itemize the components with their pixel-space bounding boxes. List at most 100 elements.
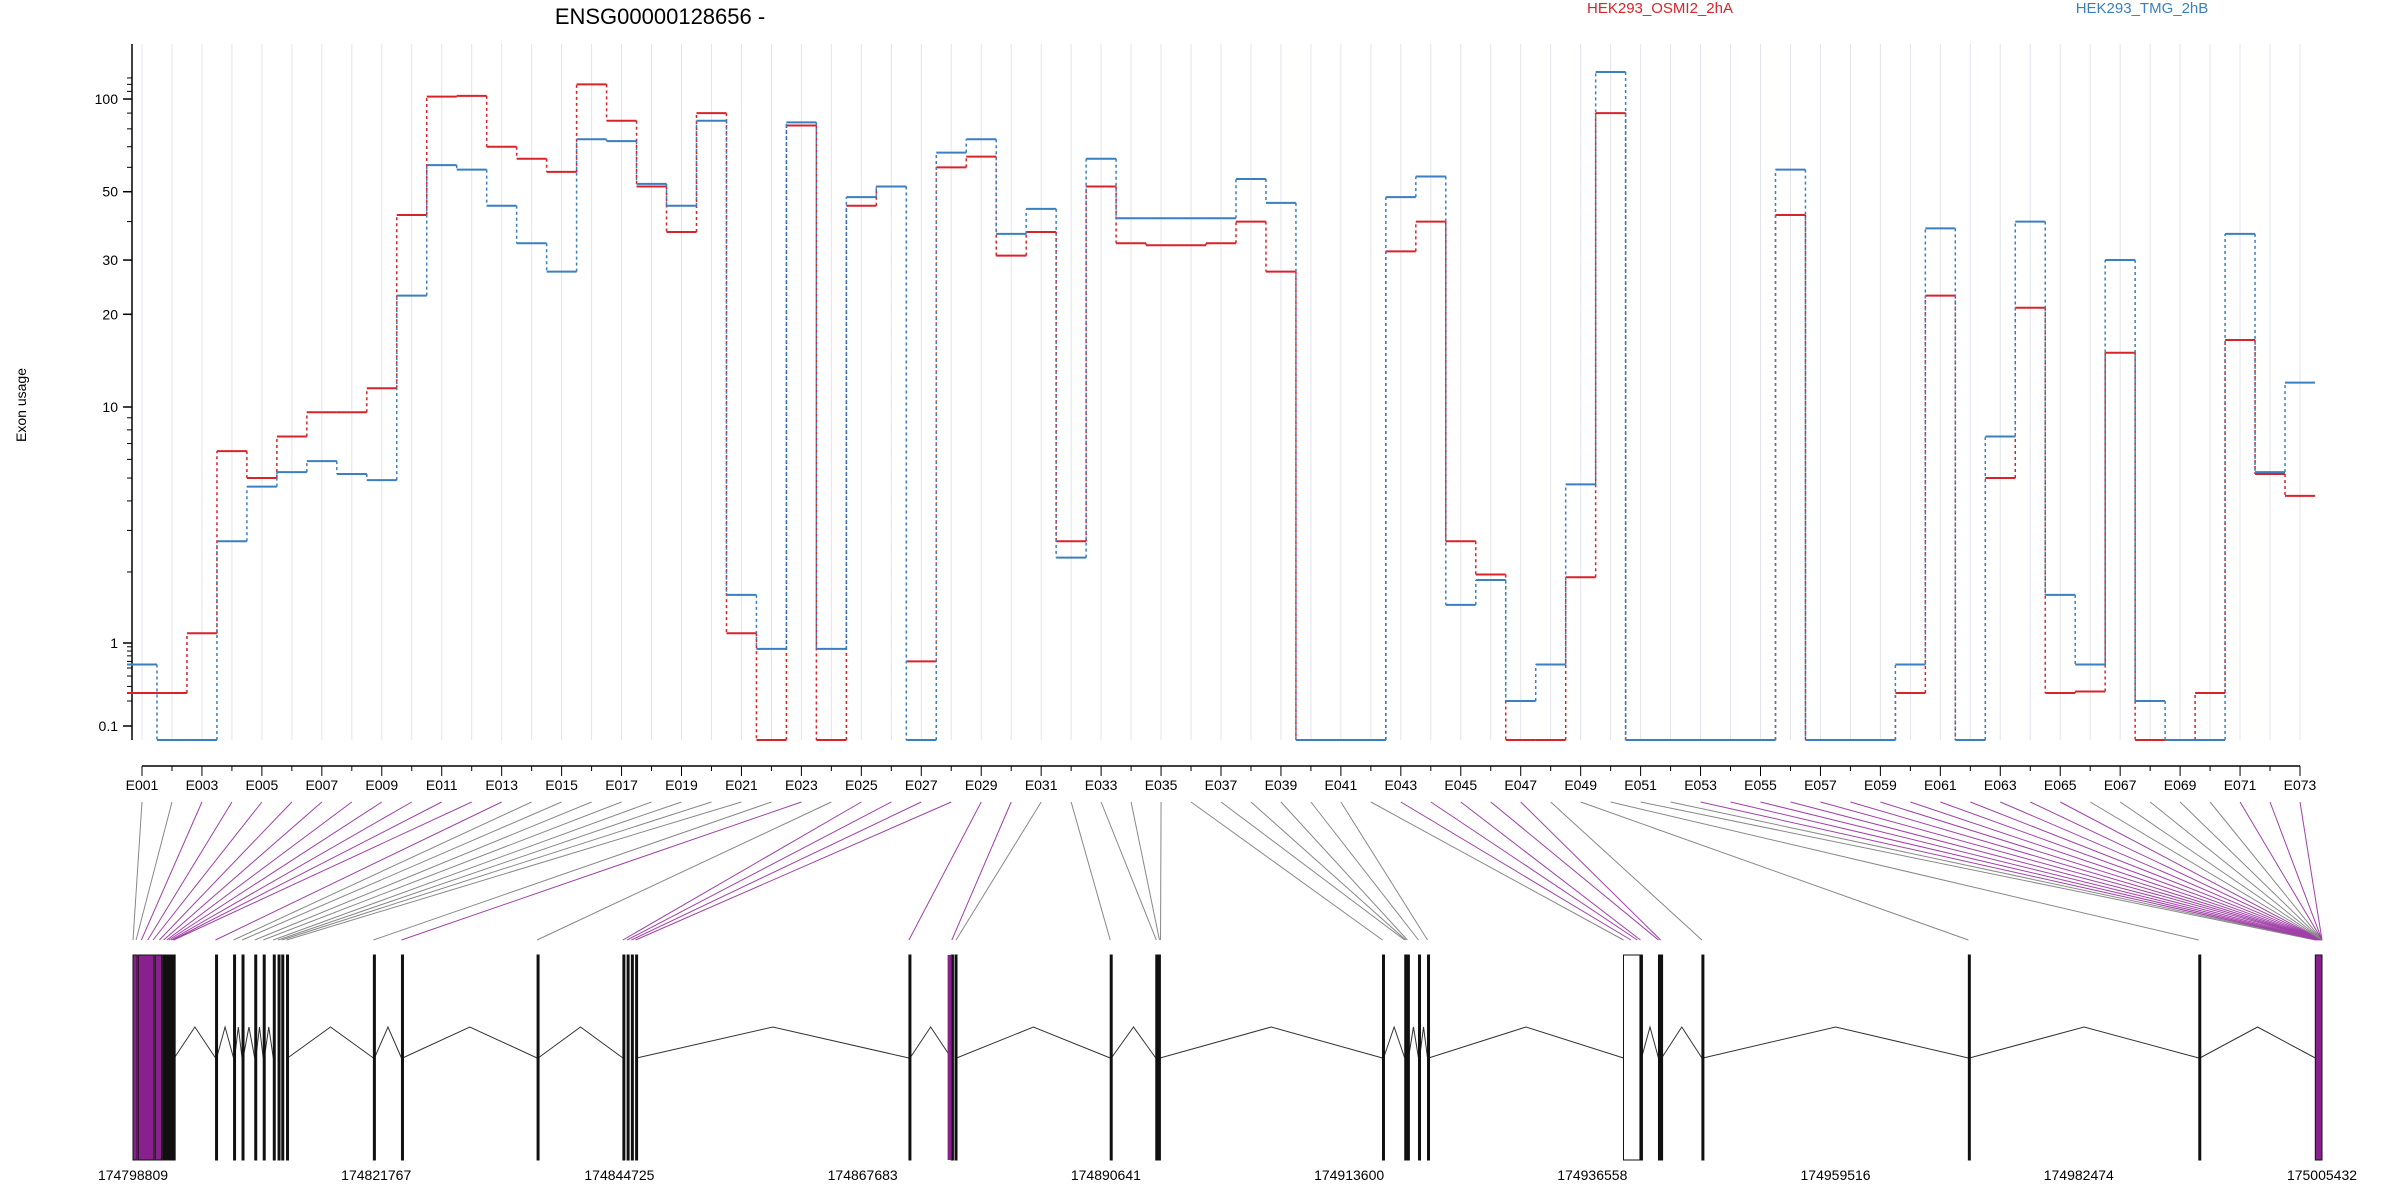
exon-link [152, 801, 263, 941]
exon-link [2089, 801, 2323, 941]
exon-link [1850, 801, 2323, 941]
exon-link [1370, 801, 1624, 941]
exon-link [166, 801, 353, 941]
genomic-tick-label: 174844725 [584, 1167, 654, 1183]
y-tick-label: 30 [102, 252, 118, 268]
intron [402, 1026, 538, 1059]
exon-box [2314, 954, 2323, 1161]
x-tick-label: E053 [1684, 777, 1717, 793]
genomic-tick-label: 174913600 [1314, 1167, 1384, 1183]
x-tick-label: E003 [186, 777, 219, 793]
x-tick-label: E019 [665, 777, 698, 793]
x-tick-label: E001 [126, 777, 159, 793]
exon-link [951, 801, 1012, 941]
exon-link [622, 801, 862, 941]
exon-link [1910, 801, 2323, 941]
y-tick-label: 1 [110, 635, 118, 651]
exon-link [254, 801, 592, 941]
x-tick-label: E029 [965, 777, 998, 793]
genomic-tick-label: 174890641 [1071, 1167, 1141, 1183]
exon-link [1520, 801, 1661, 941]
exon-box [1381, 954, 1385, 1161]
exon-box [254, 954, 258, 1161]
x-tick-label: E005 [246, 777, 279, 793]
exon-box [622, 954, 626, 1161]
exon-link [1220, 801, 1406, 941]
genomic-tick-label: 174821767 [341, 1167, 411, 1183]
exon-box [286, 954, 290, 1161]
intron [1428, 1026, 1624, 1059]
exon-link [135, 801, 173, 941]
exon-link [1460, 801, 1641, 941]
genomic-tick-label: 174959516 [1801, 1167, 1871, 1183]
x-gridlines [141, 44, 2301, 740]
exon-link [1790, 801, 2321, 941]
exon-link [1700, 801, 2318, 941]
exon-link [2299, 801, 2323, 941]
y-axis: 0.1 1 10 20 30 50 100 [95, 44, 133, 740]
exon-box [635, 954, 639, 1161]
intron [1407, 1026, 1420, 1059]
exon-link [2149, 801, 2323, 941]
x-tick-label: E021 [725, 777, 758, 793]
exon-link [1280, 801, 1408, 941]
exon-box [1639, 954, 1643, 1161]
x-tick-label: E045 [1444, 777, 1477, 793]
x-tick-label: E059 [1864, 777, 1897, 793]
exon-box [1406, 954, 1410, 1161]
exon-link [140, 801, 203, 941]
exon-link [1580, 801, 1969, 941]
x-tick-label: E041 [1325, 777, 1358, 793]
x-tick-label: E007 [305, 777, 338, 793]
intron [956, 1026, 1111, 1059]
exon-box [1623, 954, 1641, 1161]
exon-box [372, 954, 376, 1161]
exon-link [1730, 801, 2319, 941]
x-tick-label: E065 [2044, 777, 2077, 793]
exon-link [163, 801, 323, 941]
exon-link [401, 801, 802, 941]
exon-link [241, 801, 562, 941]
exon-box [272, 954, 276, 1161]
exon-link [1880, 801, 2323, 941]
intron [636, 1026, 910, 1059]
legend-item-osmi: HEK293_OSMI2_2hA [1587, 0, 1733, 17]
exon-link [170, 801, 412, 941]
intron [216, 1025, 235, 1059]
legend-item-tmg: HEK293_TMG_2hB [2076, 0, 2209, 17]
exon-link [2119, 801, 2323, 941]
exon-link [635, 801, 952, 941]
exon-box [400, 954, 404, 1161]
exon-link [536, 801, 832, 941]
x-tick-label: E031 [1025, 777, 1058, 793]
exon-box [2198, 954, 2202, 1161]
chart-title: ENSG00000128656 - [555, 4, 765, 29]
intron [909, 1026, 952, 1059]
intron [2199, 1026, 2316, 1059]
x-tick-label: E049 [1564, 777, 1597, 793]
exon-link [1670, 801, 2317, 941]
y-axis-label: Exon usage [13, 368, 29, 442]
x-tick-label: E009 [365, 777, 398, 793]
exon-link [277, 801, 682, 941]
exon-link [273, 801, 652, 941]
exon-link [159, 801, 293, 941]
intron [1702, 1026, 1969, 1059]
x-tick-label: E069 [2164, 777, 2197, 793]
x-tick-label: E037 [1205, 777, 1238, 793]
x-tick-label: E015 [545, 777, 578, 793]
x-tick-label: E073 [2284, 777, 2317, 793]
genomic-axis: 174798809 174821767 174844725 174867683 1748… [98, 1167, 2357, 1183]
exon-box [172, 954, 176, 1161]
exon-link [2209, 801, 2323, 941]
exon-link [281, 801, 712, 941]
exon-box [950, 954, 954, 1161]
exon-link [626, 801, 892, 941]
exon-box-highlight [947, 955, 952, 1160]
exon-link [215, 801, 502, 941]
exon-link [1610, 801, 2199, 941]
exon-link [1640, 801, 2316, 941]
exon-box [262, 954, 266, 1161]
y-tick-label: 10 [102, 399, 118, 415]
